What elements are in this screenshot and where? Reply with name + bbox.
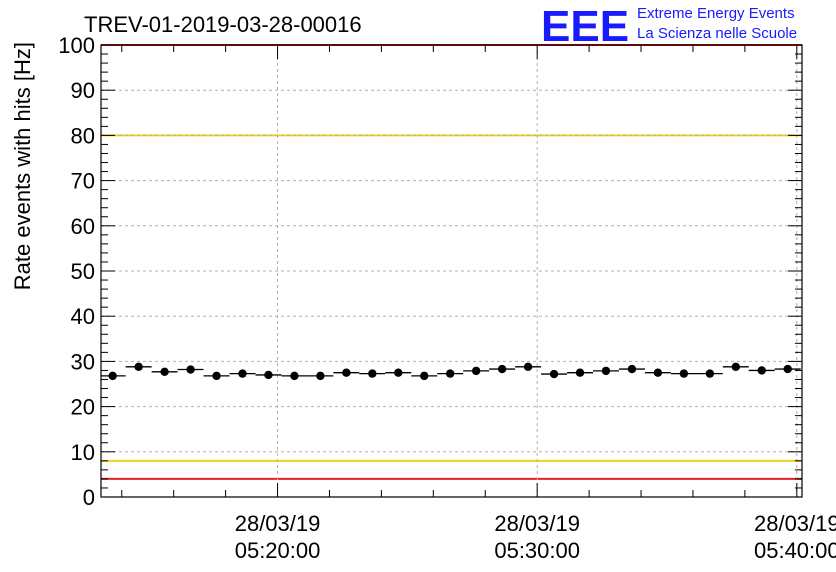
logo-line-2: La Scienza nelle Scuole bbox=[637, 25, 797, 42]
data-point bbox=[420, 371, 429, 381]
y-tick-label: 90 bbox=[71, 78, 95, 103]
data-point bbox=[342, 368, 351, 377]
chart-title: TREV-01-2019-03-28-00016 bbox=[84, 12, 362, 37]
data-point bbox=[238, 369, 247, 378]
data-point bbox=[212, 371, 221, 381]
y-tick-label: 70 bbox=[71, 169, 95, 194]
y-tick-label: 80 bbox=[71, 123, 95, 148]
data-point bbox=[316, 371, 325, 381]
data-point bbox=[264, 370, 273, 380]
data-point bbox=[471, 366, 481, 376]
data-point bbox=[497, 364, 507, 374]
data-point bbox=[757, 366, 766, 375]
y-tick-label: 60 bbox=[71, 214, 95, 239]
threshold-lines bbox=[101, 44, 802, 480]
data-point bbox=[705, 369, 715, 378]
y-tick-label: 30 bbox=[71, 349, 95, 374]
x-tick-time: 05:20:00 bbox=[235, 538, 321, 563]
logo-mark: EEE bbox=[541, 2, 629, 51]
y-tick-label: 20 bbox=[71, 395, 95, 420]
data-point bbox=[523, 362, 533, 372]
data-point bbox=[290, 371, 299, 381]
data-point bbox=[679, 369, 689, 378]
y-tick-label: 100 bbox=[58, 33, 95, 58]
data-point bbox=[653, 368, 663, 377]
y-tick-label: 40 bbox=[71, 304, 95, 329]
grid-lines bbox=[101, 45, 802, 497]
x-tick-date: 28/03/19 bbox=[235, 511, 321, 536]
data-point bbox=[134, 362, 143, 372]
data-point bbox=[783, 364, 792, 374]
eee-logo: EEE Extreme Energy Events La Scienza nel… bbox=[541, 2, 797, 51]
data-point bbox=[394, 368, 403, 377]
data-point bbox=[186, 365, 195, 374]
y-tick-label: 0 bbox=[83, 485, 95, 510]
x-tick-date: 28/03/19 bbox=[494, 511, 580, 536]
data-point bbox=[446, 369, 455, 378]
axes: 010203040506070809010028/03/1905:20:0028… bbox=[58, 33, 836, 563]
y-tick-label: 50 bbox=[71, 259, 95, 284]
data-point bbox=[368, 369, 377, 378]
data-point bbox=[627, 364, 637, 374]
y-axis-label: Rate events with hits [Hz] bbox=[10, 42, 35, 290]
data-series bbox=[101, 362, 801, 381]
data-point bbox=[160, 367, 169, 376]
data-point bbox=[549, 369, 559, 379]
y-tick-label: 10 bbox=[71, 440, 95, 465]
data-point bbox=[575, 368, 585, 377]
x-tick-time: 05:40:00 bbox=[754, 538, 836, 563]
data-point bbox=[601, 366, 611, 376]
data-point bbox=[108, 371, 117, 381]
logo-line-1: Extreme Energy Events bbox=[637, 5, 795, 22]
data-point bbox=[731, 362, 740, 372]
x-tick-date: 28/03/19 bbox=[754, 511, 836, 536]
x-tick-time: 05:30:00 bbox=[494, 538, 580, 563]
